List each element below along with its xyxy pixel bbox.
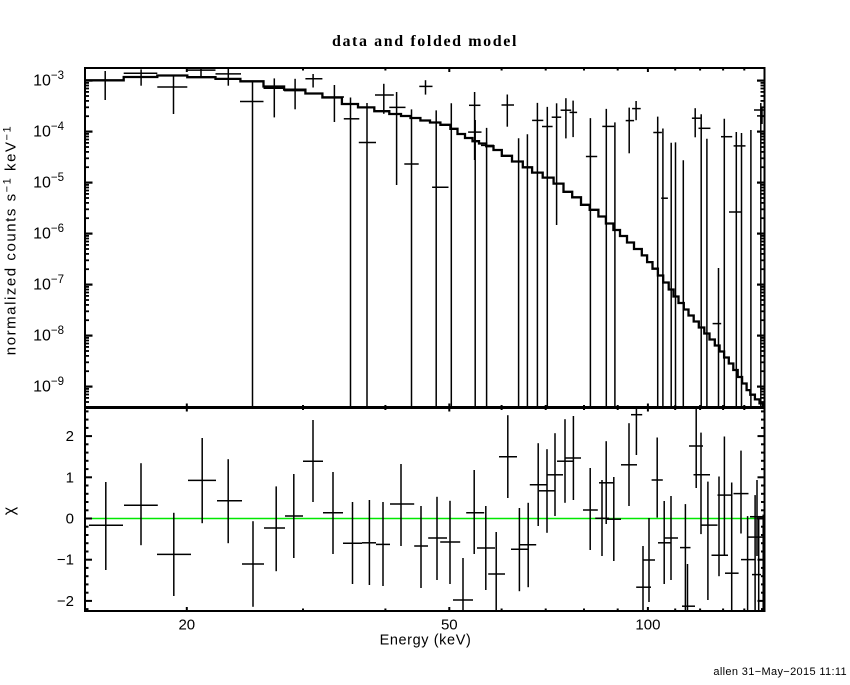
svg-text:0: 0 (66, 511, 74, 528)
svg-text:−2: −2 (57, 593, 74, 610)
svg-text:−1: −1 (57, 552, 74, 569)
svg-text:Energy (keV): Energy (keV) (380, 633, 472, 649)
svg-text:data and folded model: data and folded model (332, 33, 518, 50)
svg-text:100: 100 (635, 617, 660, 634)
svg-text:χ: χ (1, 506, 18, 515)
svg-text:allen 31−May−2015 11:11: allen 31−May−2015 11:11 (713, 666, 847, 678)
svg-text:normalized counts s−1 keV−1: normalized counts s−1 keV−1 (2, 125, 20, 355)
svg-text:20: 20 (178, 617, 195, 634)
svg-text:2: 2 (66, 428, 74, 445)
svg-text:50: 50 (441, 617, 458, 634)
svg-text:1: 1 (66, 469, 74, 486)
